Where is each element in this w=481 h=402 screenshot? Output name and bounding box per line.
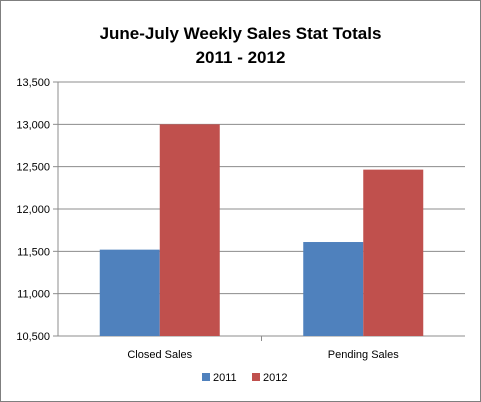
y-tick-label: 11,000 — [17, 289, 50, 301]
chart-title: June-July Weekly Sales Stat Totals 2011 … — [0, 22, 481, 70]
bar-2011-pending-sales — [303, 242, 364, 336]
bar-2012-pending-sales — [363, 169, 424, 336]
chart-title-line1: June-July Weekly Sales Stat Totals — [99, 24, 382, 43]
legend-label-2011: 2011 — [213, 372, 237, 384]
legend-swatch-2012 — [252, 373, 260, 381]
bar-2012-closed-sales — [159, 124, 220, 336]
category-label: Pending Sales — [328, 349, 399, 361]
legend-label-2012: 2012 — [263, 372, 287, 384]
category-label: Closed Sales — [127, 349, 192, 361]
y-tick-label: 12,500 — [16, 162, 50, 174]
y-tick-label: 13,500 — [16, 77, 50, 89]
y-tick-label: 12,000 — [16, 204, 50, 216]
bar-2011-closed-sales — [99, 249, 160, 336]
chart-title-line2: 2011 - 2012 — [195, 48, 286, 67]
y-tick-label: 11,500 — [17, 246, 50, 258]
legend-swatch-2011 — [202, 373, 210, 381]
y-tick-label: 10,500 — [16, 331, 50, 343]
y-tick-label: 13,000 — [16, 119, 50, 131]
